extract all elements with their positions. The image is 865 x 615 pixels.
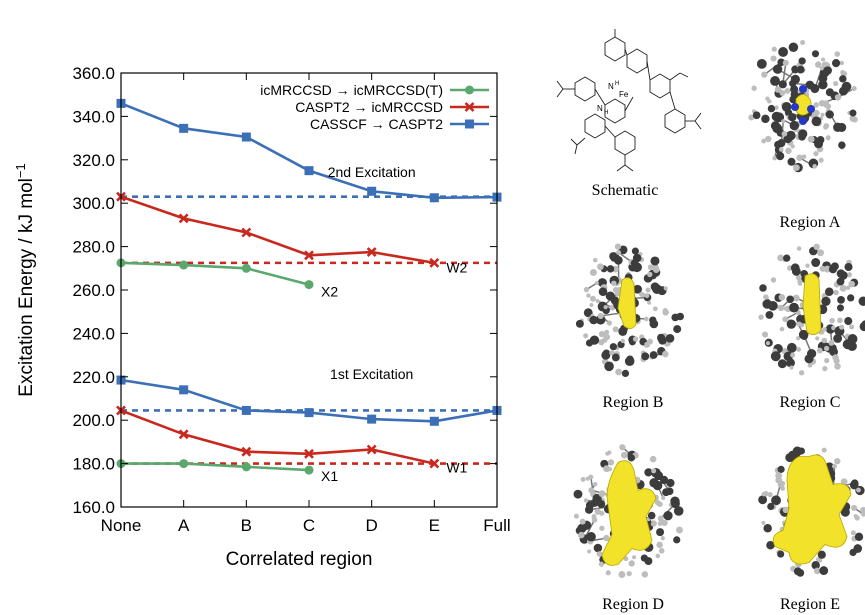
region-e-molecule-render <box>743 430 865 595</box>
legend-label: CASSCF → CASPT2 <box>310 116 443 132</box>
schematic-caption: Schematic <box>591 182 659 199</box>
data-point <box>304 408 314 418</box>
data-point <box>178 213 189 224</box>
region-d-caption: Region D <box>602 596 664 613</box>
data-point <box>241 227 252 238</box>
region-b-molecule-render <box>558 235 698 385</box>
x-tick-label: E <box>429 516 440 535</box>
region-a-caption: Region A <box>779 214 841 231</box>
series-line-2nd-1 <box>120 195 435 265</box>
nitrogen-atom <box>799 85 807 93</box>
legend-marker <box>464 102 475 112</box>
legend-marker <box>465 85 474 95</box>
nitrogen-atom <box>807 105 815 113</box>
data-point <box>367 186 377 196</box>
schematic-structure-drawing: Fe N H N H <box>556 29 702 172</box>
density-isosurface <box>772 454 852 565</box>
y-axis-label: Excitation Energy / kJ mol−1 <box>13 163 37 396</box>
data-point <box>304 465 314 475</box>
fe-atom-label: Fe <box>619 90 629 99</box>
data-point <box>429 458 440 469</box>
data-point <box>241 405 251 415</box>
region-e-caption: Region E <box>780 596 840 613</box>
data-point <box>429 193 439 203</box>
region-d-molecule-render <box>558 430 698 595</box>
region-c-caption: Region C <box>779 394 841 411</box>
y-tick-label: 360.0 <box>72 64 115 83</box>
series-line-2nd-2 <box>120 261 310 286</box>
ball-and-stick-model <box>758 446 865 577</box>
series-line-1st-5 <box>121 462 310 472</box>
y-tick-label: 320.0 <box>72 151 115 170</box>
x-tick-label: B <box>241 516 252 535</box>
data-point <box>366 247 377 257</box>
y-tick-label: 240.0 <box>72 324 115 343</box>
data-point <box>179 260 189 270</box>
annotation-label: X2 <box>321 284 338 300</box>
nitrogen-atom <box>791 103 799 111</box>
y-tick-label: 220.0 <box>72 368 115 387</box>
data-point <box>429 416 439 426</box>
annotation-label: X1 <box>321 468 338 484</box>
x-tick-label: D <box>366 516 378 535</box>
n-atom-label-upper: N <box>608 82 614 91</box>
data-point <box>179 123 189 133</box>
density-isosurface <box>802 273 822 335</box>
data-point <box>304 250 314 261</box>
chart-legend: icMRCCSD → icMRCCSD(T)CASPT2 → icMRCCSDC… <box>260 82 489 132</box>
data-point <box>304 280 314 290</box>
data-point <box>179 385 189 395</box>
data-point <box>241 263 251 273</box>
ball-and-stick-model <box>575 243 684 378</box>
h-atom-label-lower: H <box>604 110 608 116</box>
x-axis-label: Correlated region <box>226 549 373 570</box>
annotation-label: W1 <box>446 459 467 475</box>
legend-marker <box>465 119 474 129</box>
series-line-1st-4 <box>120 409 435 465</box>
data-point <box>304 166 314 176</box>
y-tick-label: 280.0 <box>72 238 115 257</box>
ball-and-stick-model <box>573 444 684 579</box>
data-point <box>178 429 189 440</box>
data-point <box>304 448 314 459</box>
y-tick-label: 200.0 <box>72 411 115 430</box>
annotation-label: 1st Excitation <box>330 366 413 382</box>
annotation-label: 2nd Excitation <box>328 164 416 180</box>
data-point <box>179 459 189 469</box>
x-tick-label: Full <box>483 516 510 535</box>
y-axis-unit-exponent: −1 <box>13 163 28 178</box>
plot-frame <box>120 72 498 508</box>
nitrogen-atom <box>799 117 807 125</box>
h-atom-label-upper: H <box>615 81 619 87</box>
density-isosurface <box>601 460 657 566</box>
ball-and-stick-model <box>748 39 858 173</box>
x-tick-label: C <box>303 516 315 535</box>
data-point <box>429 257 440 268</box>
y-tick-label: 260.0 <box>72 281 115 300</box>
data-point <box>366 444 377 455</box>
y-tick-label: 180.0 <box>72 455 115 474</box>
schematic-panel: Fe N H N H <box>545 25 705 180</box>
region-c-molecule-render <box>743 235 865 385</box>
x-tick-label: A <box>178 516 190 535</box>
density-isosurface <box>617 277 637 329</box>
data-point <box>367 414 377 424</box>
region-a-molecule-render <box>733 28 865 178</box>
y-tick-label: 300.0 <box>72 194 115 213</box>
y-tick-label: 340.0 <box>72 107 115 126</box>
region-b-caption: Region B <box>602 394 664 411</box>
x-tick-label: None <box>101 516 142 535</box>
data-point <box>241 446 252 457</box>
data-point <box>241 132 251 142</box>
n-atom-label-lower: N <box>597 104 603 113</box>
data-point <box>241 462 251 472</box>
excitation-energy-chart: 2nd Excitation 1st Excitation W2 W1 X2 X1 160… <box>13 64 511 570</box>
y-tick-label: 160.0 <box>72 498 115 517</box>
ball-and-stick-model <box>758 243 865 376</box>
annotation-label: W2 <box>446 260 467 276</box>
legend-label: CASPT2 → icMRCCSD <box>295 99 443 115</box>
legend-label: icMRCCSD → icMRCCSD(T) <box>260 82 443 98</box>
